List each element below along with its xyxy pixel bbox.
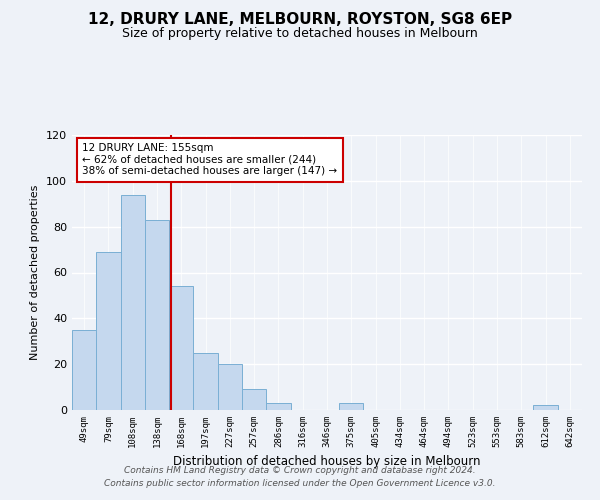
Bar — [533, 406, 558, 410]
Text: 12 DRURY LANE: 155sqm
← 62% of detached houses are smaller (244)
38% of semi-det: 12 DRURY LANE: 155sqm ← 62% of detached … — [82, 143, 337, 176]
Text: 12, DRURY LANE, MELBOURN, ROYSTON, SG8 6EP: 12, DRURY LANE, MELBOURN, ROYSTON, SG8 6… — [88, 12, 512, 28]
Text: Contains HM Land Registry data © Crown copyright and database right 2024.
Contai: Contains HM Land Registry data © Crown c… — [104, 466, 496, 487]
X-axis label: Distribution of detached houses by size in Melbourn: Distribution of detached houses by size … — [173, 456, 481, 468]
Bar — [121, 194, 145, 410]
Bar — [169, 286, 193, 410]
Bar — [266, 403, 290, 410]
Bar — [96, 252, 121, 410]
Bar — [339, 403, 364, 410]
Bar — [218, 364, 242, 410]
Bar — [145, 220, 169, 410]
Y-axis label: Number of detached properties: Number of detached properties — [31, 185, 40, 360]
Bar — [242, 390, 266, 410]
Text: Size of property relative to detached houses in Melbourn: Size of property relative to detached ho… — [122, 28, 478, 40]
Bar — [193, 352, 218, 410]
Bar — [72, 330, 96, 410]
